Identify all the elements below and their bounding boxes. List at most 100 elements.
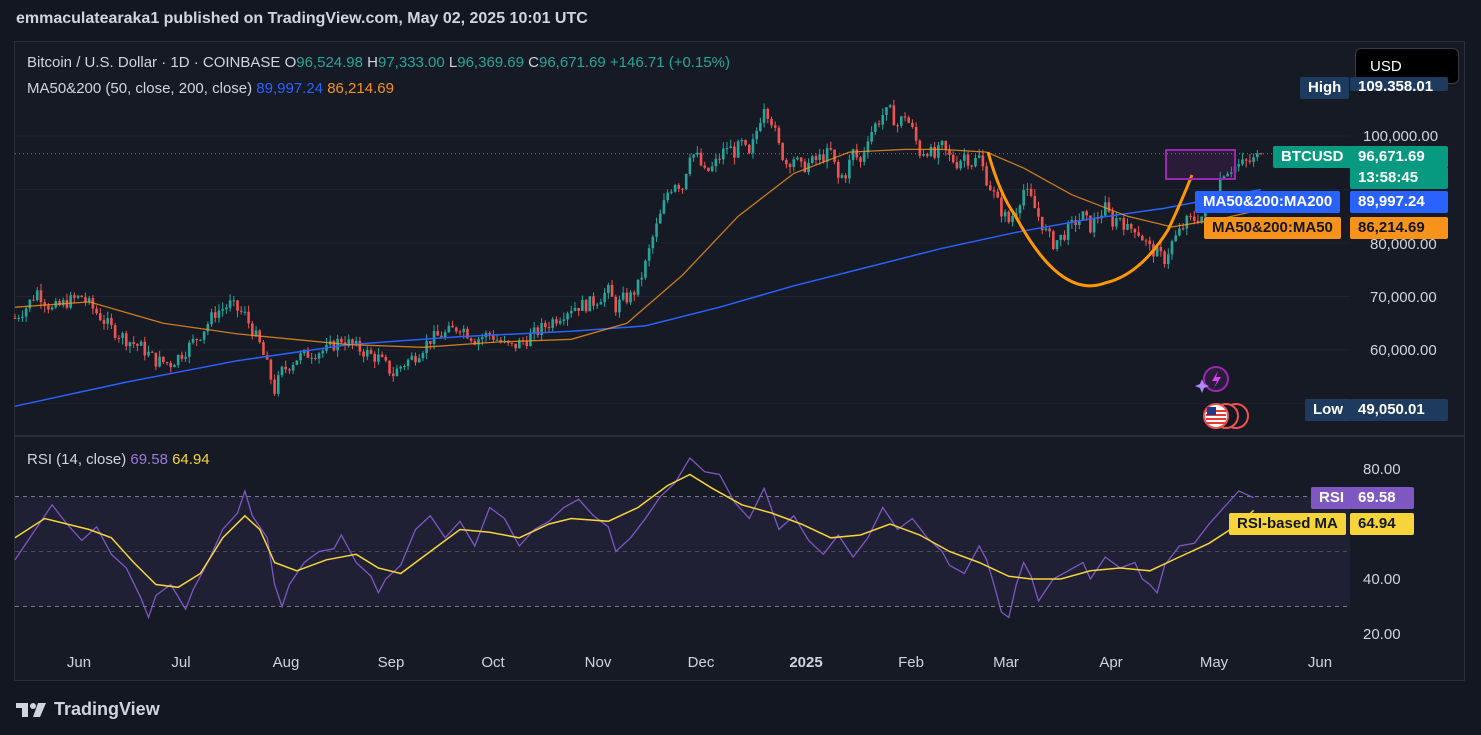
- candle-body: [599, 302, 603, 305]
- candle-body: [132, 342, 135, 344]
- candle-body: [744, 140, 747, 145]
- candle-body: [28, 299, 32, 309]
- candle-body: [1148, 240, 1152, 245]
- candle-body: [269, 359, 273, 380]
- rsi-legend[interactable]: RSI (14, close) 69.58 64.94: [27, 451, 210, 468]
- candle-body: [618, 299, 621, 313]
- candle-body: [662, 200, 666, 214]
- candle-body: [974, 157, 977, 167]
- candle-body: [1029, 188, 1033, 196]
- candle-body: [354, 340, 358, 345]
- candle-body: [892, 105, 896, 126]
- candle-body: [1118, 218, 1122, 220]
- candle-body: [948, 149, 951, 155]
- candle-body: [32, 299, 35, 301]
- candle-body: [410, 355, 414, 360]
- candle-body: [288, 369, 291, 371]
- candle-body: [362, 351, 365, 357]
- candle-body: [573, 307, 577, 311]
- handle-box-drawing[interactable]: [1165, 149, 1236, 180]
- price-tick: 70,000.00: [1370, 289, 1437, 306]
- candle-body: [874, 123, 877, 132]
- time-tick: Jul: [171, 654, 190, 671]
- candle-body: [1026, 188, 1029, 190]
- candle-body: [340, 338, 343, 343]
- candle-body: [488, 332, 491, 335]
- candle-body: [121, 333, 124, 338]
- candle-body: [1159, 247, 1163, 252]
- time-axis[interactable]: Jun Jul Aug Sep Oct Nov Dec 2025 Feb Mar Apr May Jun: [67, 654, 1332, 671]
- chart-frame[interactable]: [14, 41, 1465, 681]
- candle-body: [95, 308, 98, 314]
- candle-body: [1111, 211, 1114, 227]
- candle-body: [621, 292, 625, 300]
- rsi-ma-legend-value: 64.94: [172, 451, 210, 468]
- candle-body: [1259, 153, 1263, 155]
- candle-body: [284, 366, 288, 370]
- candle-body: [896, 125, 899, 127]
- symbol-legend[interactable]: Bitcoin / U.S. Dollar · 1D · COINBASE O9…: [27, 54, 730, 71]
- ma200-line: [14, 188, 1262, 407]
- candle-body: [228, 300, 232, 308]
- candle-body: [725, 148, 729, 150]
- time-tick: Jun: [1308, 654, 1332, 671]
- candle-body: [1040, 216, 1044, 231]
- candle-body: [640, 277, 644, 280]
- high-value: 97,333.00: [378, 54, 445, 71]
- candle-body: [614, 296, 618, 313]
- candle-body: [603, 292, 606, 303]
- candle-body: [1011, 215, 1014, 223]
- candle-body: [1126, 223, 1129, 230]
- ma-indicator-title[interactable]: MA50&200 (50, close, 200, close): [27, 80, 253, 97]
- candle-body: [970, 165, 974, 167]
- ma-legend[interactable]: MA50&200 (50, close, 200, close) 89,997.…: [27, 80, 394, 97]
- symbol-title[interactable]: Bitcoin / U.S. Dollar · 1D · COINBASE: [27, 54, 281, 71]
- candle-body: [1055, 240, 1059, 249]
- candle-body: [180, 354, 184, 359]
- candle-body: [566, 313, 569, 320]
- candle-body: [147, 351, 150, 356]
- candle-body: [692, 154, 695, 158]
- candle-body: [740, 140, 744, 142]
- rsi-tag-value: 69.58: [1350, 487, 1414, 509]
- candle-body: [314, 357, 317, 359]
- candle-body: [848, 159, 851, 179]
- ma50-tag-label: MA50&200:MA50: [1204, 217, 1341, 239]
- candle-body: [369, 349, 373, 354]
- candle-body: [202, 331, 206, 340]
- candle-body: [169, 362, 173, 368]
- candle-body: [681, 188, 684, 190]
- candle-body: [199, 339, 202, 341]
- candle-body: [911, 122, 914, 127]
- candle-body: [1003, 211, 1007, 217]
- candle-body: [139, 341, 143, 346]
- candle-body: [1255, 153, 1259, 158]
- candle-body: [210, 312, 213, 325]
- candle-body: [625, 292, 629, 303]
- candle-body: [870, 131, 873, 142]
- candle-body: [221, 309, 224, 311]
- candle-body: [154, 352, 158, 367]
- low-tag-label: Low: [1305, 399, 1351, 421]
- us-flag-events-icon[interactable]: [1203, 403, 1249, 429]
- candle-body: [128, 342, 132, 347]
- high-tag-value: 109,358.01: [1350, 77, 1448, 91]
- low-value: 96,369.69: [457, 54, 524, 71]
- candle-body: [321, 350, 325, 354]
- candle-body: [736, 141, 740, 158]
- candle-body: [1178, 228, 1181, 236]
- candle-body: [87, 298, 91, 302]
- tradingview-logo[interactable]: TradingView: [16, 699, 160, 720]
- candle-body: [1077, 219, 1081, 226]
- cup-pattern-drawing[interactable]: [986, 151, 1194, 288]
- candle-body: [1144, 240, 1148, 242]
- rsi-indicator-title[interactable]: RSI (14, close): [27, 451, 127, 468]
- candle-body: [588, 296, 592, 312]
- candle-body: [651, 236, 655, 249]
- candle-body: [1000, 197, 1003, 217]
- candle-body: [458, 331, 462, 333]
- candle-body: [1192, 216, 1196, 221]
- candle-body: [1103, 202, 1107, 216]
- lightning-icon[interactable]: [1195, 366, 1229, 393]
